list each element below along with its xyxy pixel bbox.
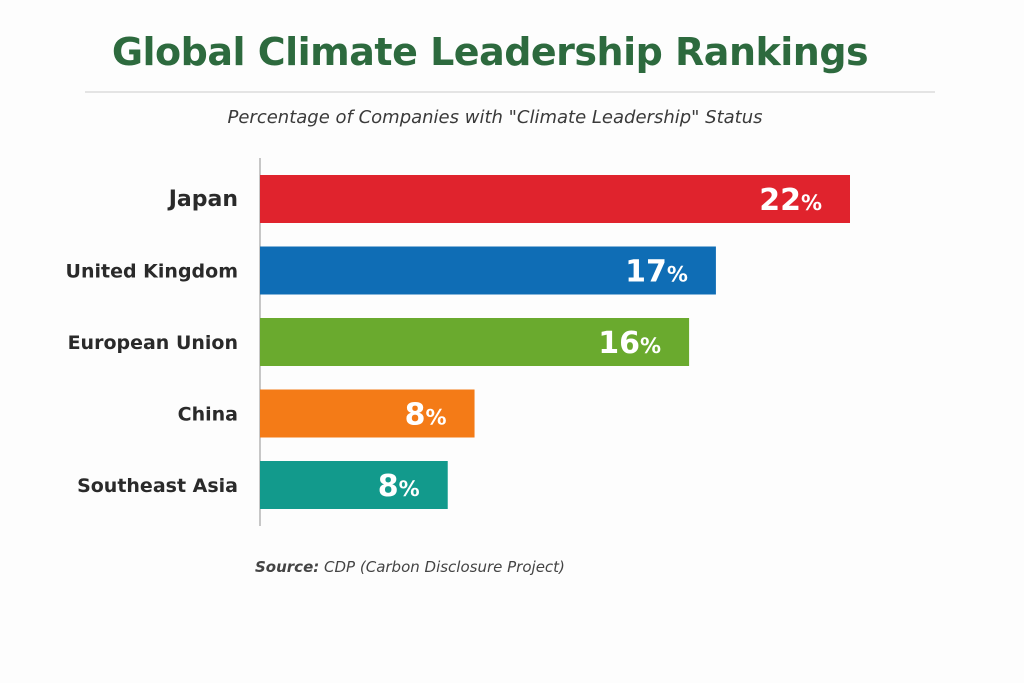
- source-text: CDP (Carbon Disclosure Project): [324, 558, 565, 576]
- category-label: United Kingdom: [66, 261, 238, 283]
- category-label: Japan: [167, 187, 238, 212]
- category-label: China: [178, 404, 238, 426]
- value-label: 17%: [625, 255, 688, 290]
- title-divider: [85, 91, 935, 93]
- value-label: 8%: [405, 398, 447, 433]
- bar-chart: Japan 22% United Kingdom 17% European Union 1…: [66, 158, 850, 526]
- value-label: 16%: [598, 326, 661, 361]
- chart-subtitle: Percentage of Companies with "Climate Le…: [227, 107, 763, 128]
- bar-european-union: [260, 318, 690, 366]
- bar-southeast-asia: [260, 461, 448, 509]
- bar-japan: [260, 175, 850, 223]
- source-label: Source:: [255, 558, 320, 576]
- bar-united-kingdom: [260, 246, 716, 295]
- value-label: 8%: [378, 469, 420, 504]
- value-label: 22%: [759, 183, 822, 218]
- source-note: Source: CDP (Carbon Disclosure Project): [255, 558, 565, 576]
- category-label: European Union: [68, 332, 238, 354]
- category-label: Southeast Asia: [77, 475, 238, 497]
- bar-china: [260, 389, 475, 438]
- chart-title: Global Climate Leadership Rankings: [111, 30, 869, 74]
